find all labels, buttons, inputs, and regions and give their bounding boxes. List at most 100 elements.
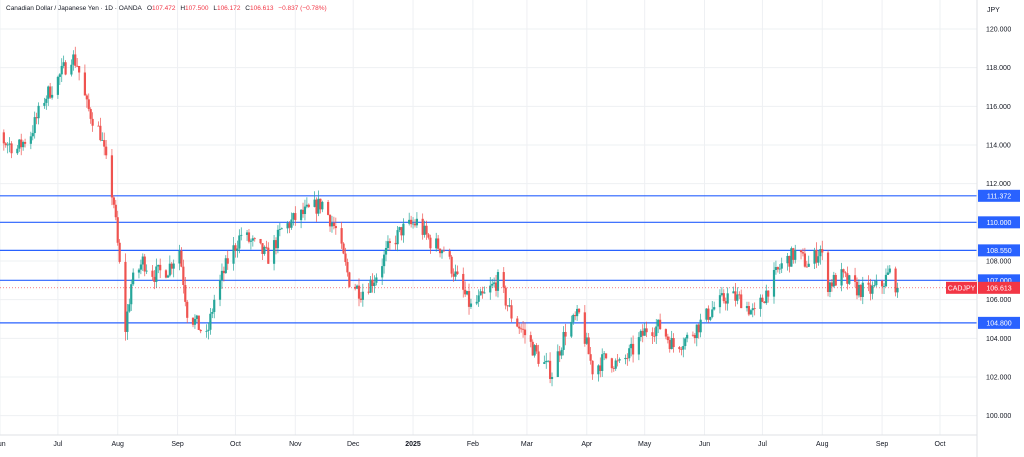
candle-body: [253, 238, 256, 240]
candle-body: [886, 272, 889, 275]
candle-body: [224, 258, 227, 274]
y-tick-label: 114.000: [986, 143, 1011, 150]
candle-body: [31, 133, 34, 137]
x-tick-label: May: [638, 441, 652, 448]
candle-body: [58, 74, 61, 77]
candle-body: [398, 227, 401, 231]
candle-body: [653, 335, 656, 337]
symbol-title: Canadian Dollar / Japanese Yen · 1D · OA…: [6, 5, 142, 12]
candle-body: [346, 262, 349, 273]
candle-body: [483, 292, 486, 294]
candle-body: [99, 125, 102, 141]
candle-body: [533, 345, 536, 356]
time-axis[interactable]: Jun Jul Aug Sep Oct Nov Dec 2025 Feb Mar Apr May Jun…: [0, 441, 945, 448]
candle-body: [382, 254, 386, 267]
y-tick-label: 104.000: [986, 336, 1011, 343]
candle-body: [516, 318, 519, 327]
y-tick-label: 108.000: [986, 259, 1011, 266]
candle-body: [626, 357, 629, 359]
candle-body: [394, 242, 397, 245]
candle-body: [481, 291, 484, 294]
candle-body: [813, 250, 816, 264]
candle-body: [614, 360, 617, 369]
candle-body: [182, 266, 185, 286]
candle-body: [251, 238, 254, 241]
candle-body: [8, 143, 11, 145]
candle-body: [45, 98, 48, 103]
candle-body: [875, 280, 878, 286]
candle-body: [597, 365, 600, 375]
candle-body: [686, 334, 689, 339]
candle-body: [166, 275, 170, 278]
candle-body: [213, 299, 216, 312]
candle-body: [33, 117, 36, 134]
x-tick-label: Feb: [467, 441, 479, 448]
x-tick-label: Jun: [0, 441, 6, 448]
candle-body: [720, 293, 723, 296]
symbol-legend: Canadian Dollar / Japanese Yen · 1D · OA…: [6, 5, 330, 12]
candle-body: [678, 347, 681, 350]
candle-body: [844, 272, 847, 274]
candle-body: [313, 199, 316, 207]
candle-body: [529, 335, 532, 342]
candle-body: [236, 248, 239, 251]
level-tag-label: 108.550: [986, 248, 1011, 255]
candle-body: [410, 219, 413, 225]
candle-body: [832, 274, 835, 287]
candle-body: [491, 283, 494, 286]
candle-body: [672, 338, 675, 348]
y-tick-label: 100.000: [986, 413, 1011, 420]
candle-body: [43, 102, 46, 106]
candle-body: [869, 284, 872, 294]
candle-body: [603, 353, 606, 355]
candle-body: [348, 272, 351, 287]
candle-body: [423, 225, 426, 235]
candle-body: [583, 312, 586, 344]
candle-body: [637, 337, 640, 355]
candle-body: [234, 245, 237, 251]
candle-body: [738, 294, 741, 296]
candle-body: [371, 279, 374, 287]
candle-body: [299, 209, 303, 221]
candle-body: [489, 285, 492, 293]
candle-body: [666, 336, 669, 341]
candle-body: [153, 276, 156, 282]
x-tick-label: Jul: [53, 441, 62, 448]
candle-body: [819, 249, 822, 257]
candle-body: [805, 266, 808, 268]
candle-body: [643, 328, 646, 336]
candle-body: [18, 139, 21, 149]
candle-body: [747, 306, 751, 315]
candle-body: [840, 269, 843, 286]
candle-body: [577, 308, 581, 313]
candle-body: [274, 240, 278, 249]
candle-body: [321, 201, 324, 210]
open-label: O: [146, 5, 152, 12]
candle-body: [37, 105, 40, 119]
level-tag: [978, 244, 1020, 257]
candle-body: [477, 295, 480, 302]
candle-body: [467, 291, 471, 307]
x-tick-label: Oct: [230, 441, 241, 448]
candle-body: [4, 143, 7, 146]
candle-body: [618, 359, 621, 361]
candle-body: [267, 247, 270, 264]
level-tag: [978, 216, 1020, 229]
candle-body: [469, 303, 473, 307]
candle-body: [556, 351, 559, 378]
candle-body: [564, 331, 567, 337]
candle-body: [411, 223, 415, 225]
candle-body: [521, 328, 525, 330]
candle-body: [767, 290, 770, 297]
candle-body: [722, 293, 725, 302]
candle-body: [288, 223, 291, 228]
candle-body: [612, 368, 615, 369]
candle-body: [78, 65, 81, 73]
candle-body: [317, 198, 320, 214]
candle-body: [130, 284, 133, 305]
candle-body: [334, 226, 337, 229]
candle-body: [157, 264, 160, 267]
candle-body: [415, 218, 419, 226]
candle-body: [172, 263, 175, 269]
